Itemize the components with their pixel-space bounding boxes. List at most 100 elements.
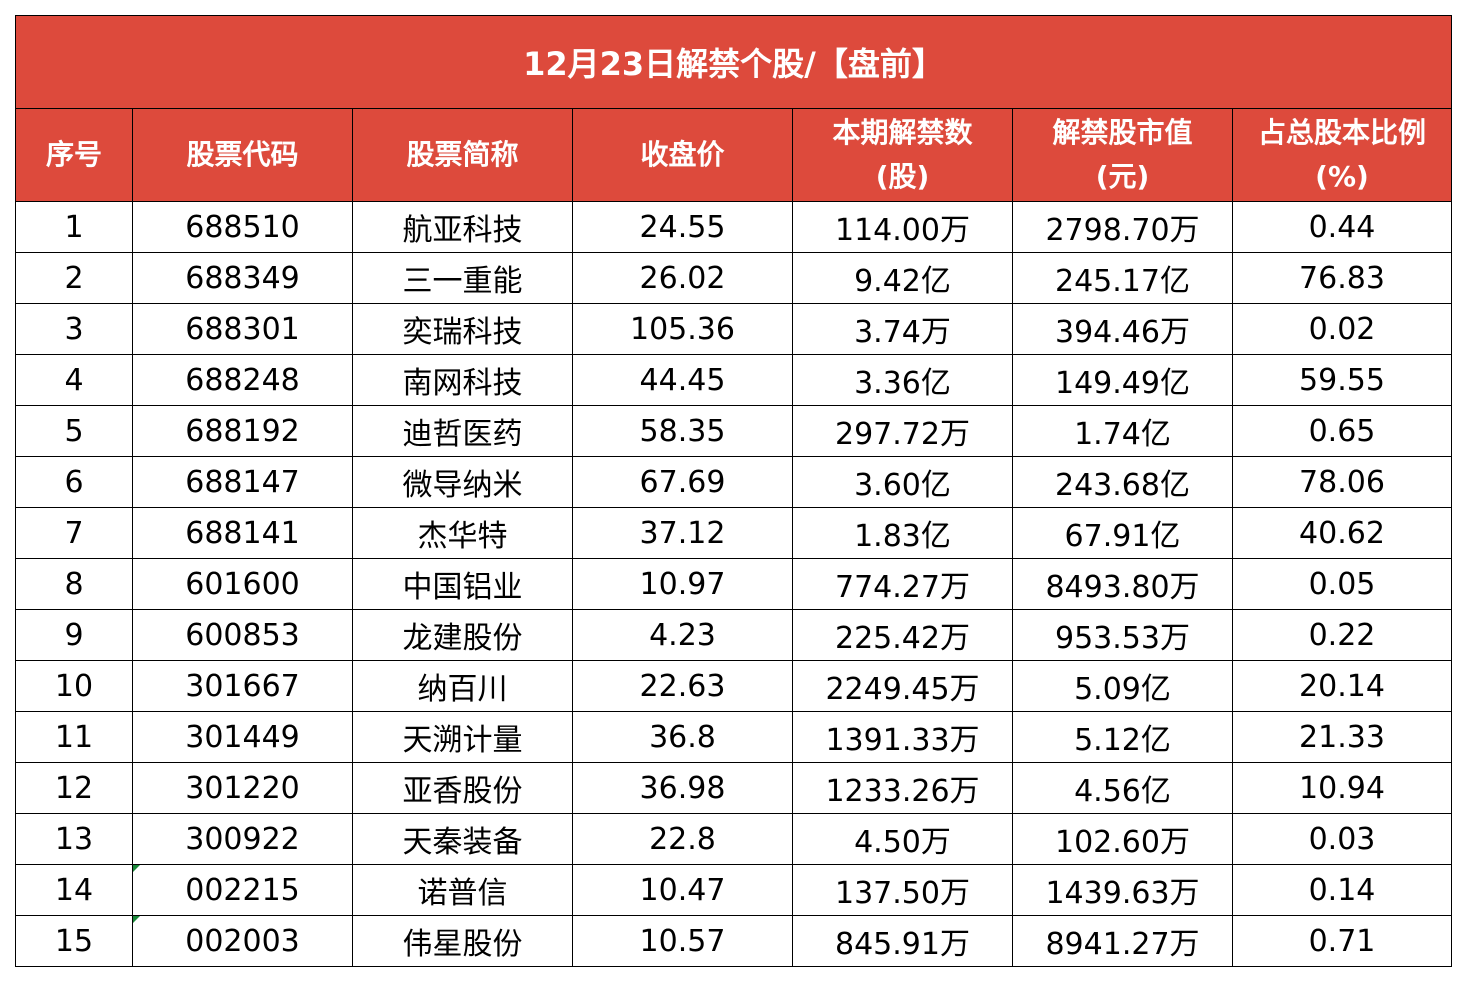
table-row: 4 688248 南网科技 44.45 3.36亿 149.49亿 59.55 <box>15 354 1452 406</box>
table-body: 1 688510 航亚科技 24.55 114.00万 2798.70万 0.44 2 6883… <box>15 201 1452 967</box>
cell-name: 中国铝业 <box>352 558 573 610</box>
cell-code: 002215 <box>132 864 353 916</box>
stock-code: 300922 <box>185 821 300 857</box>
cell-shares: 1.83亿 <box>792 507 1013 559</box>
cell-ratio: 0.14 <box>1232 864 1452 916</box>
cell-name: 天溯计量 <box>352 711 573 763</box>
cell-index: 3 <box>15 303 133 355</box>
cell-value: 5.12亿 <box>1012 711 1233 763</box>
cell-ratio: 0.22 <box>1232 609 1452 661</box>
cell-close: 10.97 <box>572 558 793 610</box>
cell-name: 龙建股份 <box>352 609 573 661</box>
cell-value: 243.68亿 <box>1012 456 1233 508</box>
cell-index: 13 <box>15 813 133 865</box>
cell-close: 58.35 <box>572 405 793 457</box>
cell-close: 37.12 <box>572 507 793 559</box>
cell-close: 24.55 <box>572 201 793 253</box>
cell-close: 36.98 <box>572 762 793 814</box>
stock-code: 688147 <box>185 464 300 500</box>
cell-name: 诺普信 <box>352 864 573 916</box>
cell-name: 南网科技 <box>352 354 573 406</box>
cell-value: 8493.80万 <box>1012 558 1233 610</box>
header-ratio-label: 占总股本比例 <box>1257 116 1426 149</box>
cell-value: 8941.27万 <box>1012 915 1233 967</box>
cell-shares: 137.50万 <box>792 864 1013 916</box>
cell-shares: 1233.26万 <box>792 762 1013 814</box>
stock-code: 002215 <box>185 872 300 908</box>
cell-close: 105.36 <box>572 303 793 355</box>
header-shares: 本期解禁数 (股) <box>792 108 1013 202</box>
cell-code: 688141 <box>132 507 353 559</box>
cell-close: 22.8 <box>572 813 793 865</box>
header-value-label: 解禁股市值 <box>1052 116 1193 149</box>
table-row: 8 601600 中国铝业 10.97 774.27万 8493.80万 0.05 <box>15 558 1452 610</box>
cell-shares: 3.60亿 <box>792 456 1013 508</box>
cell-index: 6 <box>15 456 133 508</box>
cell-name: 亚香股份 <box>352 762 573 814</box>
cell-name: 奕瑞科技 <box>352 303 573 355</box>
cell-ratio: 0.05 <box>1232 558 1452 610</box>
stock-code: 301220 <box>185 770 300 806</box>
stock-code: 600853 <box>185 617 300 653</box>
cell-close: 10.47 <box>572 864 793 916</box>
table-row: 10 301667 纳百川 22.63 2249.45万 5.09亿 20.14 <box>15 660 1452 712</box>
cell-index: 7 <box>15 507 133 559</box>
cell-close: 67.69 <box>572 456 793 508</box>
cell-ratio: 76.83 <box>1232 252 1452 304</box>
cell-shares: 845.91万 <box>792 915 1013 967</box>
cell-value: 102.60万 <box>1012 813 1233 865</box>
table-row: 3 688301 奕瑞科技 105.36 3.74万 394.46万 0.02 <box>15 303 1452 355</box>
cell-code: 301667 <box>132 660 353 712</box>
cell-close: 10.57 <box>572 915 793 967</box>
error-indicator-icon <box>133 865 140 872</box>
table-row: 6 688147 微导纳米 67.69 3.60亿 243.68亿 78.06 <box>15 456 1452 508</box>
cell-code: 688147 <box>132 456 353 508</box>
header-close: 收盘价 <box>572 108 793 202</box>
cell-name: 杰华特 <box>352 507 573 559</box>
cell-name: 迪哲医药 <box>352 405 573 457</box>
cell-code: 688349 <box>132 252 353 304</box>
cell-shares: 9.42亿 <box>792 252 1013 304</box>
header-name: 股票简称 <box>352 108 573 202</box>
cell-code: 688192 <box>132 405 353 457</box>
header-index-label: 序号 <box>45 138 102 171</box>
table-row: 5 688192 迪哲医药 58.35 297.72万 1.74亿 0.65 <box>15 405 1452 457</box>
cell-name: 三一重能 <box>352 252 573 304</box>
stock-code: 601600 <box>185 566 300 602</box>
cell-value: 149.49亿 <box>1012 354 1233 406</box>
cell-value: 5.09亿 <box>1012 660 1233 712</box>
stock-code: 688141 <box>185 515 300 551</box>
error-indicator-icon <box>133 916 140 923</box>
cell-index: 10 <box>15 660 133 712</box>
cell-code: 600853 <box>132 609 353 661</box>
cell-value: 953.53万 <box>1012 609 1233 661</box>
cell-index: 12 <box>15 762 133 814</box>
cell-value: 394.46万 <box>1012 303 1233 355</box>
table-row: 9 600853 龙建股份 4.23 225.42万 953.53万 0.22 <box>15 609 1452 661</box>
table-row: 7 688141 杰华特 37.12 1.83亿 67.91亿 40.62 <box>15 507 1452 559</box>
cell-index: 2 <box>15 252 133 304</box>
title-row: 12月23日解禁个股/【盘前】 <box>15 15 1452 109</box>
header-shares-unit: (股) <box>875 160 930 193</box>
header-value-unit: (元) <box>1095 160 1150 193</box>
table-row: 11 301449 天溯计量 36.8 1391.33万 5.12亿 21.33 <box>15 711 1452 763</box>
cell-index: 15 <box>15 915 133 967</box>
cell-ratio: 20.14 <box>1232 660 1452 712</box>
cell-ratio: 59.55 <box>1232 354 1452 406</box>
table-row: 1 688510 航亚科技 24.55 114.00万 2798.70万 0.44 <box>15 201 1452 253</box>
cell-shares: 114.00万 <box>792 201 1013 253</box>
cell-value: 1.74亿 <box>1012 405 1233 457</box>
stock-code: 002003 <box>185 923 300 959</box>
cell-name: 纳百川 <box>352 660 573 712</box>
cell-shares: 3.74万 <box>792 303 1013 355</box>
cell-code: 301449 <box>132 711 353 763</box>
stock-code: 301667 <box>185 668 300 704</box>
stock-code: 688248 <box>185 362 300 398</box>
cell-value: 1439.63万 <box>1012 864 1233 916</box>
header-code-label: 股票代码 <box>186 138 299 171</box>
cell-code: 688301 <box>132 303 353 355</box>
header-name-label: 股票简称 <box>406 138 519 171</box>
cell-ratio: 0.02 <box>1232 303 1452 355</box>
table-row: 12 301220 亚香股份 36.98 1233.26万 4.56亿 10.94 <box>15 762 1452 814</box>
stock-code: 688301 <box>185 311 300 347</box>
